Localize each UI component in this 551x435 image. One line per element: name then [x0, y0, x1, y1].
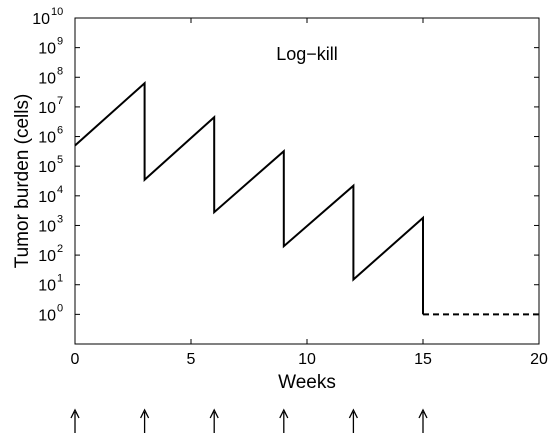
- y-tick-base: 10: [38, 248, 56, 265]
- arrow-head: [348, 408, 358, 419]
- treatment-arrow-icon: [209, 408, 219, 433]
- y-tick-label: 10 1: [38, 273, 63, 295]
- y-tick-exponent: 7: [57, 95, 63, 107]
- y-tick-base: 10: [38, 159, 56, 176]
- arrow-head: [70, 408, 80, 419]
- arrow-head: [418, 408, 428, 419]
- y-tick-exponent: 9: [57, 36, 63, 48]
- x-tick-label: 5: [187, 351, 196, 368]
- y-tick-base: 10: [32, 11, 50, 28]
- arrow-head: [209, 408, 219, 419]
- y-tick-label: 10 6: [38, 125, 63, 147]
- y-tick-exponent: 3: [57, 213, 63, 225]
- y-tick-base: 10: [38, 218, 56, 235]
- treatment-arrow-icon: [279, 408, 289, 433]
- treatment-arrows: [70, 408, 428, 433]
- y-tick-label: 10 10: [32, 6, 63, 28]
- x-tick-label: 10: [298, 351, 316, 368]
- y-tick-label: 10 4: [38, 184, 63, 206]
- y-tick-exponent: 1: [57, 273, 63, 285]
- y-tick-base: 10: [38, 100, 56, 117]
- y-tick-base: 10: [38, 189, 56, 206]
- arrow-head: [279, 408, 289, 419]
- tumor-burden-line: [74, 80, 424, 315]
- series-layer: [74, 80, 539, 316]
- y-tick-base: 10: [38, 278, 56, 295]
- treatment-arrow-icon: [70, 408, 80, 433]
- y-tick-base: 10: [38, 70, 56, 87]
- arrow-head: [140, 408, 150, 419]
- x-tick-label: 15: [414, 351, 432, 368]
- treatment-arrow-icon: [140, 408, 150, 433]
- y-tick-exponent: 0: [57, 302, 63, 314]
- y-tick-base: 10: [38, 130, 56, 147]
- x-tick-label: 20: [530, 351, 548, 368]
- y-tick-base: 10: [38, 307, 56, 324]
- y-axis-label: Tumor burden (cells): [12, 94, 33, 269]
- y-tick-exponent: 8: [57, 65, 63, 77]
- y-tick-label: 10 2: [38, 243, 63, 265]
- log-kill-annotation: Log−kill: [276, 44, 338, 64]
- y-tick-exponent: 10: [51, 6, 63, 18]
- treatment-arrow-icon: [418, 408, 428, 433]
- x-axis-label: Weeks: [278, 372, 336, 393]
- y-tick-exponent: 4: [57, 184, 63, 196]
- y-tick-label: 10 7: [38, 95, 63, 117]
- x-tick-label: 0: [71, 351, 80, 368]
- y-tick-base: 10: [38, 41, 56, 58]
- y-tick-label: 10 9: [38, 36, 63, 58]
- y-tick-label: 10 3: [38, 213, 63, 235]
- treatment-arrow-icon: [348, 408, 358, 433]
- y-tick-exponent: 6: [57, 125, 63, 137]
- y-tick-label: 10 5: [38, 154, 63, 176]
- y-tick-exponent: 2: [57, 243, 63, 255]
- y-tick-label: 10 0: [38, 302, 63, 324]
- y-tick-label: 10 8: [38, 65, 63, 87]
- y-tick-exponent: 5: [57, 154, 63, 166]
